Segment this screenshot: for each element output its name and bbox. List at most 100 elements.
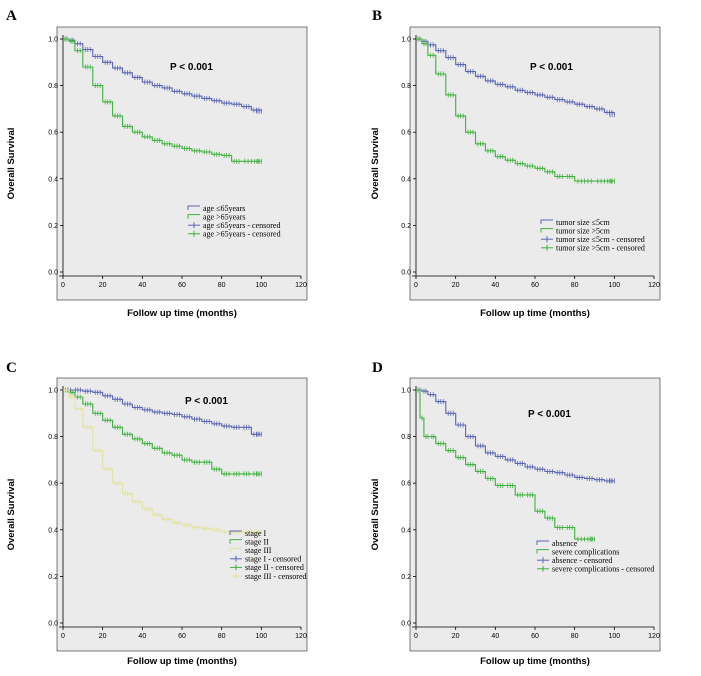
- legend-label: absence: [552, 539, 578, 548]
- x-tick-label: 100: [255, 633, 267, 640]
- x-tick-label: 20: [452, 282, 460, 289]
- x-tick-label: 80: [571, 282, 579, 289]
- plot-area: [56, 26, 308, 301]
- p-value-annotation: P < 0.001: [185, 396, 228, 407]
- x-axis-label: Follow up time (months): [480, 656, 590, 667]
- p-value-annotation: P < 0.001: [170, 62, 213, 73]
- survival-curve-1: [63, 389, 262, 435]
- y-tick-label: 0.2: [401, 223, 411, 230]
- survival-curve-3: [63, 389, 262, 533]
- x-tick-label: 100: [255, 282, 267, 289]
- y-tick-label: 0.0: [401, 621, 411, 628]
- legend-label: stage I: [245, 529, 266, 538]
- legend-label: severe complications - censored: [552, 565, 654, 574]
- x-tick-label: 120: [648, 633, 660, 640]
- x-tick-label: 120: [295, 633, 307, 640]
- x-tick-label: 0: [61, 282, 65, 289]
- y-axis-label: Overall Survival: [6, 479, 17, 551]
- legend-line-swatch: [540, 219, 553, 224]
- x-tick-label: 40: [138, 282, 146, 289]
- y-tick-label: 1.0: [48, 388, 58, 395]
- y-axis-label: Overall Survival: [370, 128, 381, 200]
- y-tick-label: 0.4: [48, 527, 58, 534]
- legend-label: age >65years: [203, 212, 246, 221]
- survival-curve-1: [63, 38, 262, 112]
- x-tick-label: 120: [648, 282, 660, 289]
- y-tick-label: 0.8: [48, 83, 58, 90]
- x-tick-label: 80: [218, 282, 226, 289]
- legend-label: stage III - censored: [245, 572, 307, 581]
- x-tick-label: 60: [531, 633, 539, 640]
- x-tick-label: 40: [491, 282, 499, 289]
- km-panel-b: 0.0 0.2 0.4 0.6 0.8 1.0 0 20 40 60 80 100 120 Follow …: [370, 8, 661, 319]
- x-tick-label: 100: [608, 282, 620, 289]
- y-tick-label: 0.4: [401, 176, 411, 183]
- x-tick-label: 0: [414, 282, 418, 289]
- y-tick-label: 0.8: [48, 434, 58, 441]
- y-tick-label: 0.2: [48, 223, 58, 230]
- legend-line-swatch: [536, 540, 549, 545]
- legend-label: tumor size ≤5cm - censored: [556, 235, 645, 244]
- km-panel-d: 0.0 0.2 0.4 0.6 0.8 1.0 0 20 40 60 80 100 120 Follow …: [370, 360, 661, 667]
- y-axis-label: Overall Survival: [6, 128, 17, 200]
- y-tick-label: 1.0: [401, 37, 411, 44]
- x-tick-label: 40: [491, 633, 499, 640]
- x-axis-label: Follow up time (months): [480, 308, 590, 319]
- legend-label: stage I - censored: [245, 555, 301, 564]
- legend-line-swatch: [187, 214, 200, 219]
- x-tick-label: 120: [295, 282, 307, 289]
- legend-label: age ≤65years - censored: [203, 221, 280, 230]
- plot-area: [56, 377, 308, 652]
- x-tick-label: 20: [452, 633, 460, 640]
- x-tick-label: 60: [178, 633, 186, 640]
- y-tick-label: 0.8: [401, 434, 411, 441]
- survival-curve-2: [63, 38, 262, 162]
- x-tick-label: 20: [99, 633, 107, 640]
- legend-label: tumor size >5cm: [556, 226, 611, 235]
- km-panel-c: 0.0 0.2 0.4 0.6 0.8 1.0 0 20 40 60 80 100 120 Follow …: [6, 360, 308, 667]
- legend-line-swatch: [229, 530, 242, 535]
- plot-area: [409, 26, 661, 301]
- legend-line-swatch: [229, 547, 242, 553]
- y-tick-label: 0.0: [48, 270, 58, 277]
- x-tick-label: 40: [138, 633, 146, 640]
- panel-letter: C: [6, 360, 17, 376]
- x-axis-label: Follow up time (months): [127, 308, 237, 319]
- survival-curve-2: [416, 38, 615, 182]
- y-axis-label: Overall Survival: [370, 479, 381, 551]
- x-tick-label: 80: [571, 633, 579, 640]
- panel-letter: A: [6, 8, 17, 24]
- plot-area: [409, 377, 661, 652]
- x-tick-label: 0: [414, 633, 418, 640]
- legend-label: stage II - censored: [245, 563, 304, 572]
- legend-label: age >65years - censored: [203, 230, 281, 239]
- survival-curve-1: [416, 38, 615, 115]
- x-tick-label: 0: [61, 633, 65, 640]
- legend-line-swatch: [229, 539, 242, 544]
- legend-label: stage III: [245, 546, 272, 555]
- panel-letter: B: [372, 8, 382, 24]
- p-value-annotation: P < 0.001: [528, 409, 571, 420]
- y-tick-label: 0.2: [401, 574, 411, 581]
- p-value-annotation: P < 0.001: [530, 62, 573, 73]
- x-tick-label: 20: [99, 282, 107, 289]
- y-tick-label: 1.0: [401, 388, 411, 395]
- y-tick-label: 0.6: [401, 481, 411, 488]
- legend-label: tumor size >5cm - censored: [556, 244, 645, 253]
- x-axis-label: Follow up time (months): [127, 656, 237, 667]
- legend-line-swatch: [540, 228, 553, 233]
- legend-line-swatch: [187, 205, 200, 210]
- legend-label: tumor size ≤5cm: [556, 218, 610, 227]
- y-tick-label: 0.8: [401, 83, 411, 90]
- x-tick-label: 60: [531, 282, 539, 289]
- y-tick-label: 0.6: [401, 130, 411, 137]
- y-tick-label: 0.4: [401, 527, 411, 534]
- panel-letter: D: [372, 360, 383, 376]
- km-panel-a: 0.0 0.2 0.4 0.6 0.8 1.0 0 20 40 60 80 100 120 Follow …: [6, 8, 308, 319]
- legend-label: age ≤65years: [203, 204, 245, 213]
